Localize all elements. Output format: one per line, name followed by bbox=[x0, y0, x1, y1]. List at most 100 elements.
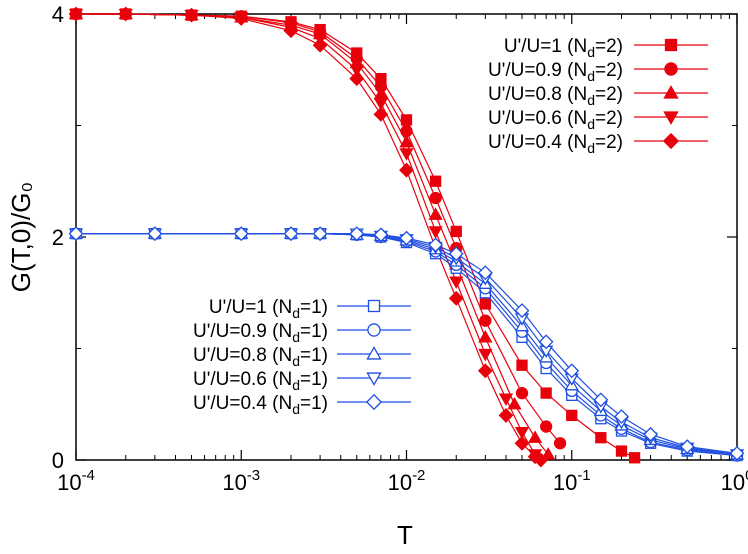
series-6 bbox=[69, 227, 744, 462]
data-point bbox=[514, 303, 530, 319]
data-point bbox=[515, 386, 529, 400]
data-point bbox=[553, 437, 567, 450]
legend-marker bbox=[664, 38, 678, 52]
data-point bbox=[448, 246, 464, 262]
data-point bbox=[399, 148, 414, 161]
data-point bbox=[399, 230, 414, 246]
y-axis-label: G(T,0)/G₀ bbox=[6, 182, 36, 292]
legend-marker bbox=[367, 299, 381, 313]
data-point bbox=[566, 409, 578, 422]
legend-label: U'/U=1 (Nd=2) bbox=[504, 36, 623, 60]
data-point bbox=[643, 426, 659, 442]
data-point bbox=[498, 393, 514, 406]
data-point bbox=[449, 276, 464, 289]
data-point bbox=[312, 37, 328, 53]
series-layer bbox=[68, 6, 745, 468]
y-tick-label: 2 bbox=[52, 225, 64, 250]
legend-entry: U'/U=0.6 (Nd=1) bbox=[193, 369, 411, 393]
legend-entry: U'/U=1 (Nd=1) bbox=[209, 297, 411, 321]
legend-entry: U'/U=0.4 (Nd=2) bbox=[488, 132, 708, 156]
data-point bbox=[478, 330, 493, 343]
legend-marker bbox=[663, 85, 679, 99]
data-point bbox=[428, 237, 444, 253]
data-point bbox=[233, 11, 249, 26]
series-9 bbox=[68, 226, 745, 461]
x-tick-label: 10-2 bbox=[388, 467, 426, 495]
legend-label: U'/U=0.8 (Nd=1) bbox=[193, 345, 328, 369]
legend-label: U'/U=0.4 (Nd=1) bbox=[193, 393, 328, 417]
data-point bbox=[516, 359, 528, 371]
x-tick-label: 10-3 bbox=[222, 467, 260, 495]
data-point bbox=[68, 6, 84, 22]
data-point bbox=[184, 7, 199, 23]
legend-marker bbox=[366, 372, 382, 386]
data-point bbox=[283, 23, 299, 39]
data-point bbox=[283, 226, 299, 242]
data-point bbox=[147, 226, 163, 242]
legend-label: U'/U=0.8 (Nd=2) bbox=[488, 84, 623, 108]
data-point bbox=[514, 426, 530, 440]
data-point bbox=[118, 6, 134, 22]
legend-entry: U'/U=0.9 (Nd=2) bbox=[488, 60, 708, 84]
legend-layer: U'/U=1 (Nd=2)U'/U=0.9 (Nd=2)U'/U=0.8 (Nd… bbox=[193, 36, 708, 417]
data-point bbox=[615, 445, 628, 457]
data-point bbox=[349, 71, 365, 87]
data-point bbox=[399, 134, 414, 148]
data-point bbox=[538, 334, 554, 350]
x-tick-label: 10-4 bbox=[57, 467, 95, 495]
data-point bbox=[477, 265, 493, 281]
legend-label: U'/U=0.9 (Nd=1) bbox=[193, 321, 328, 345]
legend-entry: U'/U=0.9 (Nd=1) bbox=[193, 321, 411, 345]
series-line bbox=[76, 233, 738, 454]
data-point bbox=[593, 392, 609, 408]
data-point bbox=[564, 363, 580, 379]
data-point bbox=[498, 407, 514, 423]
x-tick-label: 10-1 bbox=[553, 467, 591, 495]
series-7 bbox=[68, 226, 745, 460]
y-tick-label: 0 bbox=[52, 448, 64, 473]
legend-label: U'/U=0.6 (Nd=2) bbox=[488, 108, 623, 132]
data-point bbox=[533, 452, 549, 468]
series-5 bbox=[70, 228, 743, 462]
data-point bbox=[729, 445, 745, 461]
series-line bbox=[76, 233, 738, 457]
data-point bbox=[514, 435, 530, 451]
series-line bbox=[76, 13, 542, 461]
data-point bbox=[679, 439, 695, 455]
data-point bbox=[477, 363, 493, 379]
data-point bbox=[478, 348, 493, 362]
legend-marker bbox=[664, 62, 678, 76]
x-tick-label: 100 bbox=[721, 467, 748, 495]
data-point bbox=[400, 114, 413, 126]
legend-label: U'/U=0.6 (Nd=1) bbox=[193, 369, 328, 393]
legend-marker bbox=[663, 111, 679, 125]
data-point bbox=[233, 226, 249, 242]
y-tick-label: 4 bbox=[52, 2, 64, 27]
data-point bbox=[540, 387, 552, 399]
data-point bbox=[312, 226, 328, 242]
legend-marker bbox=[367, 323, 381, 337]
data-point bbox=[399, 162, 414, 178]
data-point bbox=[527, 430, 543, 443]
data-point bbox=[428, 226, 443, 239]
data-point bbox=[450, 225, 462, 238]
data-point bbox=[540, 420, 553, 433]
series-4 bbox=[68, 6, 549, 468]
legend-marker bbox=[662, 132, 680, 150]
data-point bbox=[429, 175, 442, 187]
legend-label: U'/U=0.9 (Nd=2) bbox=[488, 60, 623, 84]
x-axis-label: T bbox=[397, 520, 413, 550]
series-line bbox=[76, 233, 738, 456]
data-point bbox=[429, 191, 442, 205]
data-point bbox=[373, 227, 389, 243]
data-point bbox=[373, 98, 389, 111]
data-point bbox=[349, 64, 364, 78]
axes: 10-4 10-3 10-2 10-1 100 0 2 4 bbox=[52, 2, 748, 495]
legend-label: U'/U=1 (Nd=1) bbox=[209, 297, 328, 321]
legend-entry: U'/U=0.8 (Nd=1) bbox=[193, 345, 411, 369]
data-point bbox=[614, 409, 629, 424]
series-8 bbox=[68, 228, 745, 462]
legend-label: U'/U=0.4 (Nd=2) bbox=[488, 132, 623, 156]
data-point bbox=[349, 226, 365, 242]
